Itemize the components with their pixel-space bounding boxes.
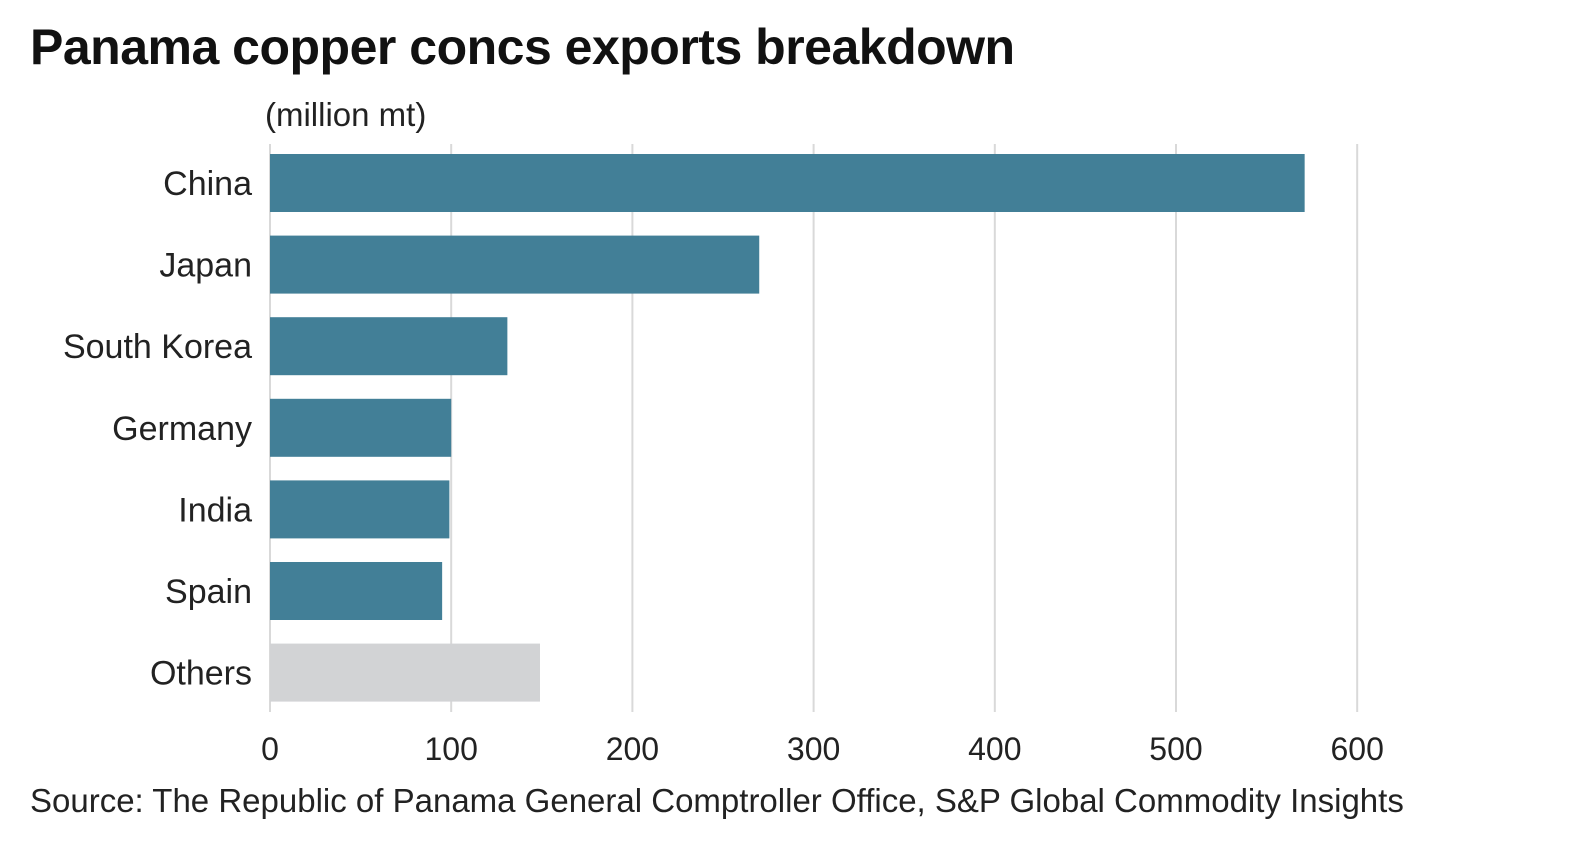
x-tick-label: 600 xyxy=(1331,731,1384,767)
category-label: Spain xyxy=(165,573,252,611)
bar-south-korea xyxy=(270,317,508,376)
bar-india xyxy=(270,480,450,539)
bar-china xyxy=(270,154,1305,212)
x-tick-label: 200 xyxy=(606,731,659,767)
x-tick-label: 400 xyxy=(968,731,1021,767)
category-label: China xyxy=(163,165,252,203)
x-tick-label: 500 xyxy=(1149,731,1202,767)
chart-title: Panama copper concs exports breakdown xyxy=(30,19,1015,75)
category-label: South Korea xyxy=(63,328,252,366)
bar-japan xyxy=(270,235,760,294)
bar-spain xyxy=(270,562,443,620)
category-label: Others xyxy=(150,655,252,693)
bar-others xyxy=(270,643,540,702)
unit-label: (million mt) xyxy=(265,96,427,133)
x-tick-label: 0 xyxy=(261,731,279,767)
category-label: Japan xyxy=(159,247,252,285)
x-tick-label: 300 xyxy=(787,731,840,767)
bar-germany xyxy=(270,398,452,457)
x-tick-label: 100 xyxy=(425,731,478,767)
category-label: Germany xyxy=(112,410,252,448)
source-note: Source: The Republic of Panama General C… xyxy=(30,782,1404,819)
category-label: India xyxy=(178,491,252,529)
